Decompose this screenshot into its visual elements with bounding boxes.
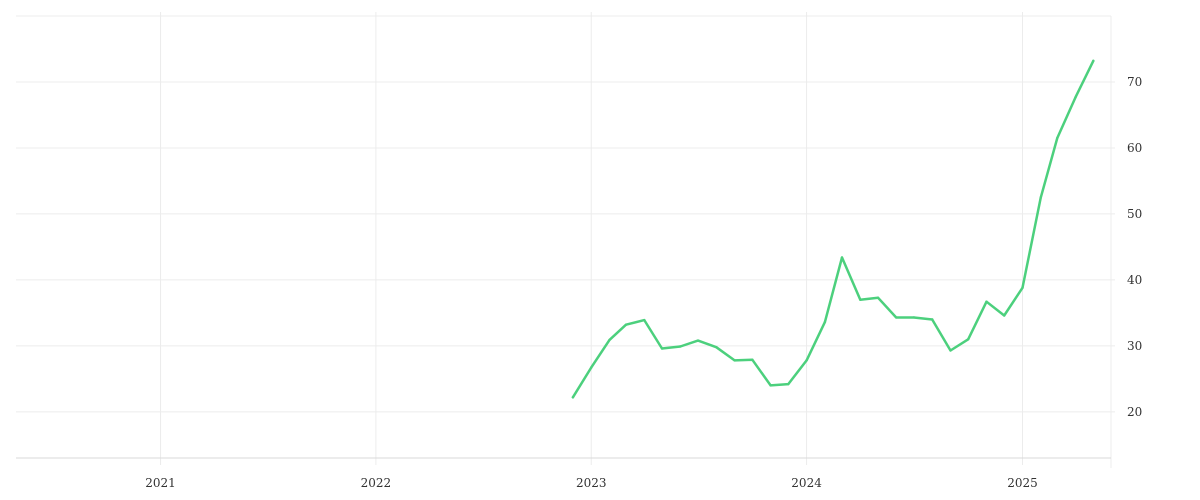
data-point [590,366,593,369]
y-tick-label: 70 [1127,75,1142,89]
data-point [876,296,880,299]
x-axis: 2021 2022 2023 2024 2025 [145,476,1038,490]
data-point [769,384,772,387]
data-point [823,320,827,324]
data-point [985,300,988,303]
data-point [1003,314,1006,317]
x-tick-label: 2023 [576,476,607,490]
x-tick-label: 2024 [791,476,822,490]
y-gridlines [16,15,1115,413]
data-point [679,345,682,348]
series-line [571,59,1095,399]
data-point [949,349,952,352]
y-tick-label: 20 [1127,405,1142,419]
series-group [571,59,1095,399]
data-point [1092,59,1095,63]
x-gridlines [160,12,1112,468]
data-point [895,316,898,319]
x-tick-label: 2022 [361,476,392,490]
data-point [912,316,916,319]
data-point [787,382,790,386]
data-point [571,396,575,399]
data-point [643,318,646,322]
data-point [1074,95,1077,99]
data-point [696,339,700,342]
x-tick-label: 2021 [145,476,176,490]
data-point [967,338,970,341]
y-tick-label: 30 [1127,339,1142,353]
y-tick-label: 50 [1127,207,1142,221]
data-point [805,359,808,362]
data-point [715,345,718,349]
y-tick-label: 60 [1127,141,1142,155]
data-point [1021,286,1024,289]
data-point [624,323,628,326]
plot-background [16,16,1111,468]
data-point [931,318,934,321]
data-point [751,358,754,361]
data-point [1039,196,1042,199]
y-tick-label: 40 [1127,273,1142,287]
data-point [660,347,664,350]
data-point [608,338,611,342]
y-axis: 20 30 40 50 60 70 [1127,75,1142,419]
x-tick-label: 2025 [1007,476,1038,490]
data-point [859,298,862,301]
data-point [733,359,736,362]
data-point [840,256,844,259]
data-point [1056,136,1059,140]
